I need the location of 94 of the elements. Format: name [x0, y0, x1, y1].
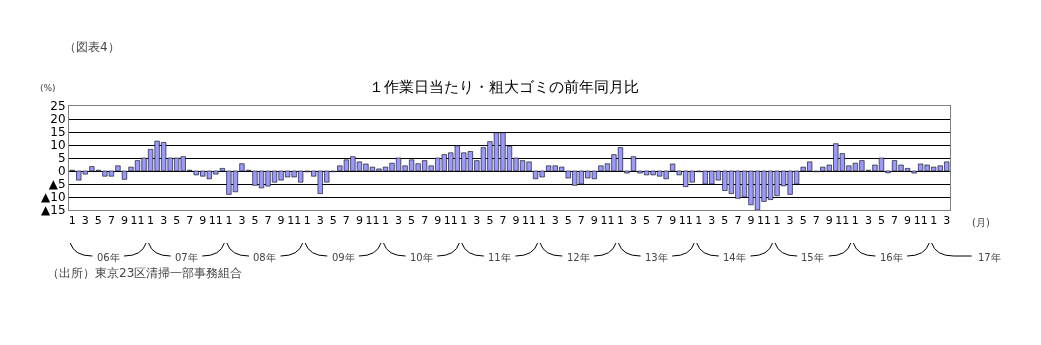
- x-tick-label: 9: [512, 214, 520, 228]
- x-tick-label: 1: [538, 214, 546, 228]
- x-tick-label: 9: [747, 214, 755, 228]
- x-tick-label: 7: [499, 214, 507, 228]
- x-tick-label: 1: [930, 214, 938, 228]
- x-tick-label: 5: [721, 214, 729, 228]
- text: 12年: [567, 252, 590, 263]
- text: 10年: [410, 252, 433, 263]
- x-tick-label: 7: [734, 214, 742, 228]
- x-tick-label: 9: [355, 214, 363, 228]
- x-tick-label: 3: [864, 214, 872, 228]
- text: 16年: [880, 252, 903, 263]
- x-tick-label: 5: [643, 214, 651, 228]
- x-tick-label: 11: [835, 214, 850, 228]
- text: 06年: [97, 252, 120, 263]
- x-tick-label: 7: [656, 214, 664, 228]
- y-tick-label: ▲5: [48, 177, 66, 192]
- x-tick-label: 5: [173, 214, 181, 228]
- x-tick-label: 1: [68, 214, 76, 228]
- x-tick-label: 5: [94, 214, 102, 228]
- text: （図表4）: [64, 40, 120, 54]
- x-tick-label: 5: [486, 214, 494, 228]
- x-tick-label: 1: [382, 214, 390, 228]
- x-tick-label: 7: [107, 214, 115, 228]
- x-tick-label: 1: [773, 214, 781, 228]
- x-tick-label: 1: [851, 214, 859, 228]
- x-tick-label: 9: [825, 214, 833, 228]
- x-tick-label: 11: [208, 214, 223, 228]
- x-tick-label: 11: [287, 214, 302, 228]
- x-tick-label: 5: [877, 214, 885, 228]
- x-tick-label: 7: [577, 214, 585, 228]
- x-tick-label: 11: [365, 214, 380, 228]
- x-tick-label: 9: [669, 214, 677, 228]
- x-tick-label: 3: [395, 214, 403, 228]
- y-tick-label: ▲15: [41, 203, 66, 218]
- x-axis-title: (月): [972, 217, 990, 228]
- text: 11年: [488, 252, 511, 263]
- text: 14年: [723, 252, 746, 263]
- x-tick-label: 3: [708, 214, 716, 228]
- x-tick-label: 3: [629, 214, 637, 228]
- x-tick-label: 11: [600, 214, 615, 228]
- x-tick-label: 1: [225, 214, 233, 228]
- x-tick-label: 9: [277, 214, 285, 228]
- y-tick-label: ▲10: [41, 190, 66, 205]
- x-tick-label: 3: [81, 214, 89, 228]
- x-tick-label: 7: [264, 214, 272, 228]
- y-axis-title: (%): [40, 83, 56, 93]
- y-tick-label: 10: [50, 138, 66, 153]
- x-tick-label: 5: [329, 214, 337, 228]
- x-tick-label: 9: [434, 214, 442, 228]
- x-tick-label: 3: [786, 214, 794, 228]
- text: 13年: [645, 252, 668, 263]
- x-tick-label: 3: [943, 214, 951, 228]
- x-tick-label: 11: [913, 214, 928, 228]
- x-tick-label: 1: [147, 214, 155, 228]
- x-tick-label: 7: [186, 214, 194, 228]
- x-tick-label: 1: [616, 214, 624, 228]
- x-tick-label: 7: [421, 214, 429, 228]
- x-tick-label: 11: [757, 214, 772, 228]
- text: 09年: [332, 252, 355, 263]
- text: （出所）東京23区清掃一部事務組合: [47, 266, 243, 280]
- text: 15年: [801, 252, 824, 263]
- x-tick-label: 9: [199, 214, 207, 228]
- x-tick-label: 9: [120, 214, 128, 228]
- y-tick-label: 25: [50, 99, 66, 114]
- x-tick-label: 5: [408, 214, 416, 228]
- x-tick-label: 3: [238, 214, 246, 228]
- y-tick-label: 5: [57, 151, 66, 166]
- text: 08年: [253, 252, 276, 263]
- x-tick-label: 9: [590, 214, 598, 228]
- x-tick-label: 1: [460, 214, 468, 228]
- x-tick-label: 11: [443, 214, 458, 228]
- x-tick-label: 11: [130, 214, 145, 228]
- x-tick-label: 5: [251, 214, 259, 228]
- x-tick-label: 7: [342, 214, 350, 228]
- x-tick-label: 1: [303, 214, 311, 228]
- x-tick-label: 3: [551, 214, 559, 228]
- x-tick-label: 5: [564, 214, 572, 228]
- chart-title: １作業日当たり・粗大ゴミの前年同月比: [369, 78, 639, 97]
- x-tick-label: 5: [799, 214, 807, 228]
- x-tick-label: 3: [160, 214, 168, 228]
- text: 17年: [978, 252, 1001, 263]
- x-tick-label: 3: [473, 214, 481, 228]
- x-tick-label: 1: [695, 214, 703, 228]
- y-tick-label: 20: [50, 112, 66, 127]
- y-tick-label: 15: [50, 125, 66, 140]
- x-tick-label: 9: [904, 214, 912, 228]
- x-tick-label: 7: [891, 214, 899, 228]
- x-tick-label: 11: [678, 214, 693, 228]
- text: 07年: [175, 252, 198, 263]
- x-tick-label: 7: [812, 214, 820, 228]
- x-tick-label: 11: [522, 214, 537, 228]
- x-tick-label: 3: [316, 214, 324, 228]
- y-tick-label: 0: [57, 164, 66, 179]
